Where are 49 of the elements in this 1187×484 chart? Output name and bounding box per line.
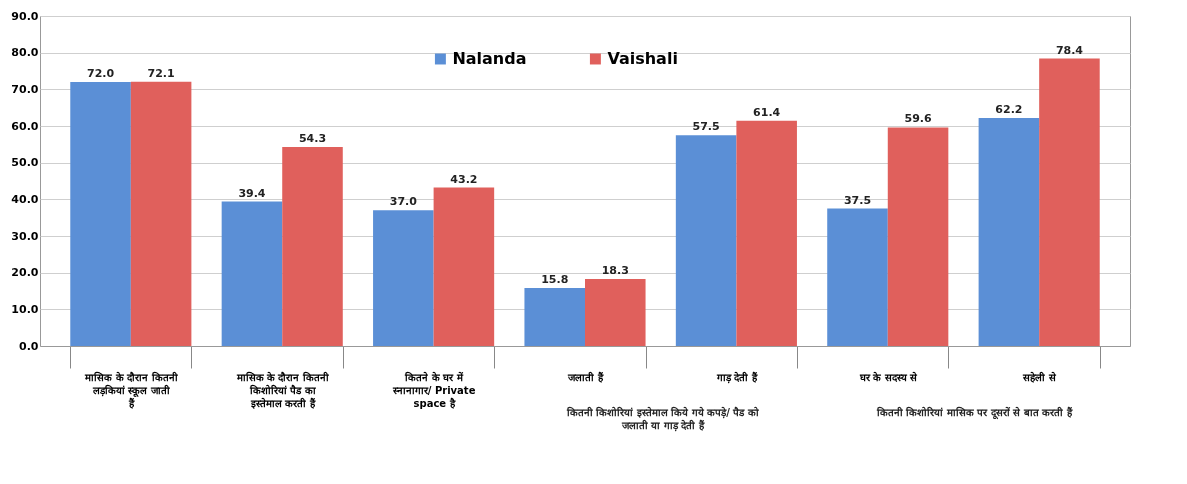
data-label: 59.6 (904, 112, 932, 126)
bar (675, 135, 737, 346)
y-tick-label: 60.0 (11, 119, 39, 133)
data-label: 72.1 (147, 66, 175, 80)
bar (221, 201, 283, 346)
bar (70, 82, 131, 346)
data-label: 39.4 (238, 186, 266, 200)
y-tick-label: 0.0 (19, 339, 39, 353)
y-tick-label: 30.0 (11, 229, 39, 243)
bar (1039, 58, 1100, 346)
data-label: 18.3 (601, 263, 629, 277)
legend-label: Vaishali (607, 49, 678, 68)
bar (373, 210, 434, 346)
x-tick-label: गाड़ देती हैं (715, 370, 758, 384)
y-tick-label: 40.0 (11, 192, 39, 206)
data-label: 37.0 (389, 195, 418, 209)
data-label: 78.4 (1055, 43, 1084, 57)
data-label: 43.2 (450, 172, 478, 186)
bar (433, 187, 495, 346)
data-label: 54.3 (298, 131, 327, 145)
data-label: 72.0 (86, 67, 115, 80)
bar (130, 81, 192, 346)
data-label: 62.2 (995, 102, 1023, 116)
y-tick-label: 50.0 (11, 156, 39, 170)
bar (524, 288, 585, 346)
data-label: 57.5 (692, 120, 720, 134)
x-tick-label: मासिक के दौरान कितनी किशोरियां पैड का इस्तेमाल करती हैं (235, 370, 329, 409)
legend-label: Nalanda (452, 49, 527, 68)
data-label: 15.8 (541, 273, 569, 287)
y-tick-label: 70.0 (11, 82, 39, 96)
bar (282, 146, 343, 346)
data-label: 37.5 (843, 193, 872, 207)
data-label: 61.4 (753, 105, 781, 119)
bar (827, 208, 888, 346)
text: कितनी किशोरियां मासिक पर दूसरों से बात करती हैं (875, 406, 1073, 420)
x-tick-label: सहेली से (1022, 370, 1057, 383)
bar (887, 127, 949, 346)
y-tick-label: 20.0 (11, 266, 39, 280)
x-tick-label: कितने के घर में स्नानागार/ Private space है (391, 370, 476, 409)
bar (585, 278, 646, 346)
x-tick-label: जलाती हैं (567, 370, 604, 383)
bar (736, 120, 797, 346)
y-tick-label: 80.0 (11, 46, 39, 60)
x-tick-label: मासिक के दौरान कितनी लड़कियां स्कूल जाती हैं (84, 370, 178, 409)
y-tick-label: 90.0 (11, 9, 39, 23)
x-tick-label: घर के सदस्य से (858, 370, 918, 383)
bar (978, 117, 1040, 346)
text: कितनी किशोरियां इस्तेमाल किये गये कपड़े/ पैड को जलाती या गाड़ देती हैं (565, 406, 759, 432)
y-tick-label: 10.0 (11, 302, 39, 316)
